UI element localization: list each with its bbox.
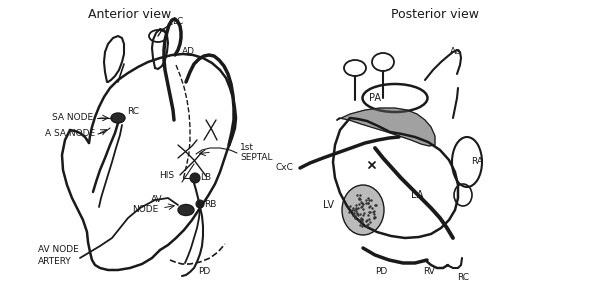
Text: Ao: Ao: [450, 48, 462, 56]
Text: RB: RB: [204, 200, 216, 209]
Polygon shape: [337, 108, 435, 146]
Text: SA NODE: SA NODE: [52, 113, 93, 123]
Ellipse shape: [178, 205, 194, 216]
Text: HIS: HIS: [159, 171, 174, 180]
Circle shape: [190, 173, 200, 183]
Text: LB: LB: [200, 173, 211, 183]
Text: RC: RC: [457, 273, 469, 283]
Text: A SA NODE: A SA NODE: [45, 129, 95, 138]
Text: RV: RV: [423, 268, 435, 276]
Text: AD: AD: [182, 48, 195, 56]
Ellipse shape: [111, 113, 125, 123]
Text: AV: AV: [151, 196, 163, 205]
Text: PD: PD: [375, 268, 387, 276]
Text: ARTERY: ARTERY: [38, 256, 72, 265]
Text: LC: LC: [172, 18, 183, 26]
Text: Posterior view: Posterior view: [391, 8, 479, 21]
Text: NODE: NODE: [132, 206, 158, 215]
Text: RA: RA: [471, 158, 483, 166]
Text: RC: RC: [127, 108, 139, 116]
Text: SEPTAL: SEPTAL: [240, 153, 272, 163]
Text: Anterior view: Anterior view: [89, 8, 171, 21]
Text: CxC: CxC: [275, 163, 293, 173]
Text: PD: PD: [198, 268, 210, 276]
Circle shape: [196, 200, 204, 208]
Text: AV NODE: AV NODE: [38, 245, 79, 255]
Text: 1st: 1st: [240, 143, 254, 153]
Text: PA: PA: [369, 93, 381, 103]
Text: LA: LA: [411, 190, 423, 200]
Ellipse shape: [342, 185, 384, 235]
Text: LV: LV: [323, 200, 334, 210]
